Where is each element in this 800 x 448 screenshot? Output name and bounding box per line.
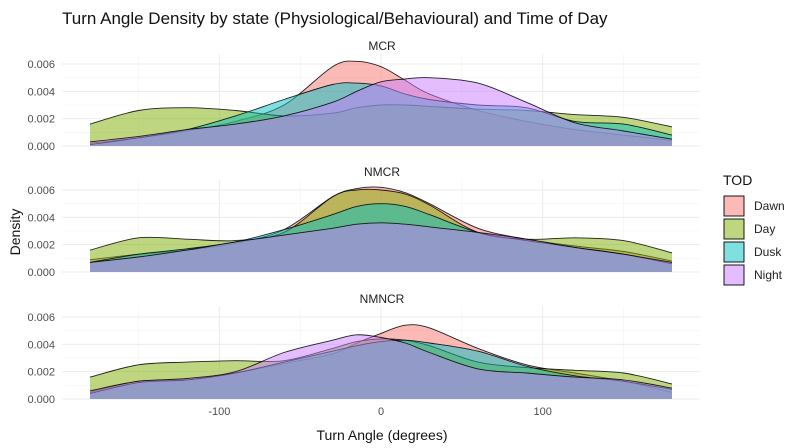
x-tick-label: -100: [208, 406, 230, 418]
x-axis-title: Turn Angle (degrees): [317, 427, 448, 443]
y-tick-label: 0.004: [27, 86, 55, 98]
legend-key-dawn: [723, 195, 745, 217]
legend-item-dawn: Dawn: [723, 195, 785, 217]
chart-title: Turn Angle Density by state (Physiologic…: [62, 9, 608, 28]
y-tick-label: 0.006: [27, 185, 55, 197]
y-tick-label: 0.004: [27, 339, 55, 351]
x-tick-label: 100: [533, 406, 551, 418]
facet-panels: MCR 0.000 0.002 0.004 0.006 NMCR 0.000 0.002 0.0…: [27, 39, 700, 418]
density-area-night: [90, 222, 672, 272]
facet-panel-nmncr: NMNCR 0.000 0.002 0.004 0.006: [27, 292, 700, 406]
facet-strip-label: MCR: [368, 39, 396, 53]
legend-item-dusk: Dusk: [723, 241, 782, 263]
density-line-night: [89, 334, 673, 392]
density-line-night: [89, 77, 673, 143]
facet-panel-mcr: MCR 0.000 0.002 0.004 0.006: [27, 39, 700, 153]
legend-label: Day: [754, 222, 775, 236]
y-tick-label: 0.000: [27, 267, 55, 279]
y-tick-label: 0.006: [27, 59, 55, 71]
y-tick-label: 0.002: [27, 114, 55, 126]
y-axis-title: Density: [7, 209, 23, 256]
legend-item-night: Night: [723, 264, 783, 286]
y-tick-label: 0.006: [27, 312, 55, 324]
legend-key-dusk: [723, 241, 745, 263]
legend-label: Dawn: [754, 199, 785, 213]
facet-strip-label: NMCR: [364, 165, 400, 179]
facet-strip-label: NMNCR: [360, 292, 405, 306]
y-tick-label: 0.002: [27, 367, 55, 379]
y-tick-label: 0.000: [27, 394, 55, 406]
legend: TOD Dawn Day Dusk Night: [723, 172, 785, 286]
legend-key-night: [723, 264, 745, 286]
y-tick-label: 0.000: [27, 141, 55, 153]
density-line-night: [89, 222, 673, 263]
density-area-night: [90, 334, 672, 399]
legend-label: Dusk: [754, 245, 782, 259]
facet-panel-nmcr: NMCR 0.000 0.002 0.004 0.006: [27, 165, 700, 279]
x-tick-label: 0: [378, 406, 384, 418]
density-area-night: [90, 77, 672, 146]
legend-title: TOD: [723, 172, 752, 188]
y-tick-label: 0.002: [27, 240, 55, 252]
legend-key-day: [723, 218, 745, 240]
legend-label: Night: [754, 268, 783, 282]
y-tick-label: 0.004: [27, 212, 55, 224]
legend-item-day: Day: [723, 218, 775, 240]
density-line-day: [89, 188, 673, 254]
